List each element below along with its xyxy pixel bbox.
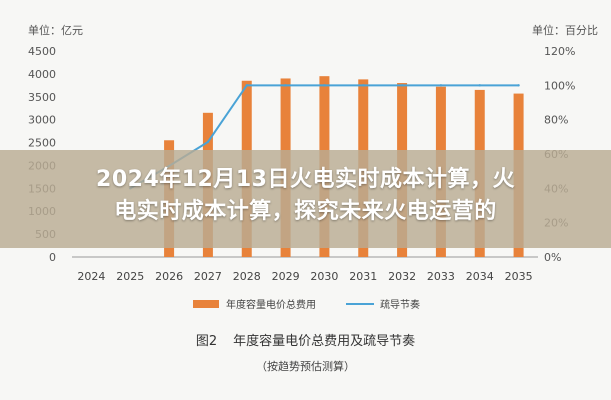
line-point-2035 [517,84,520,87]
x-tick-label: 2027 [194,270,222,283]
y-tick-left-label: 4500 [28,45,56,58]
y-tick-left-label: 0 [49,251,56,264]
title-banner [0,150,611,248]
x-tick-label: 2029 [272,270,300,283]
line-point-2032 [400,84,404,87]
figure-source-note: （按趋势预估测算） [256,360,355,373]
y-tick-left-label: 3500 [28,91,56,104]
line-point-2034 [478,84,481,87]
banner-title-line-2: 电实时成本计算，探究未来火电运营的 [114,199,497,224]
x-tick-label: 2026 [155,270,183,283]
y-tick-left-label: 3000 [28,114,56,127]
x-tick-label: 2035 [505,270,533,283]
x-tick-label: 2033 [427,270,455,283]
x-tick-label: 2028 [233,270,261,283]
x-tick-label: 2034 [466,270,494,283]
line-point-2031 [362,84,365,87]
x-tick-label: 2032 [388,270,416,283]
figure-caption: 图2 年度容量电价总费用及疏导节奏 [0,330,611,349]
figure-title: 年度容量电价总费用及疏导节奏 [233,334,416,349]
figure-number: 图2 [195,334,218,349]
banner-title-line-1: 2024年12月13日火电实时成本计算，火 [96,167,515,192]
y-tick-right-label: 100% [544,79,575,92]
y-axis-left-label: 单位：亿元 [28,23,83,37]
legend-bar-label: 年度容量电价总费用 [226,298,316,311]
line-point-2033 [439,84,443,87]
legend: 年度容量电价总费用 疏导节奏 [193,298,420,311]
line-point-2028 [245,84,248,87]
y-tick-left-label: 4000 [28,68,56,81]
line-point-2027 [206,140,210,144]
legend-bar-swatch [193,300,219,308]
line-point-2029 [284,84,287,87]
legend-line-label: 疏导节奏 [380,298,420,311]
y-axis-right-label: 单位：百分比 [532,23,598,37]
y-tick-left-label: 2500 [28,137,56,150]
y-tick-right-label: 120% [544,45,575,58]
y-tick-right-label: 80% [544,114,568,127]
y-tick-right-label: 0% [544,251,561,264]
x-tick-label: 2025 [116,270,144,283]
line-point-2030 [323,84,326,87]
x-tick-label: 2031 [349,270,377,283]
x-tick-label: 2030 [310,270,338,283]
x-tick-label: 2024 [77,270,105,283]
banner-title: 2024年12月13日火电实时成本计算，火 电实时成本计算，探究未来火电运营的 [8,164,603,228]
